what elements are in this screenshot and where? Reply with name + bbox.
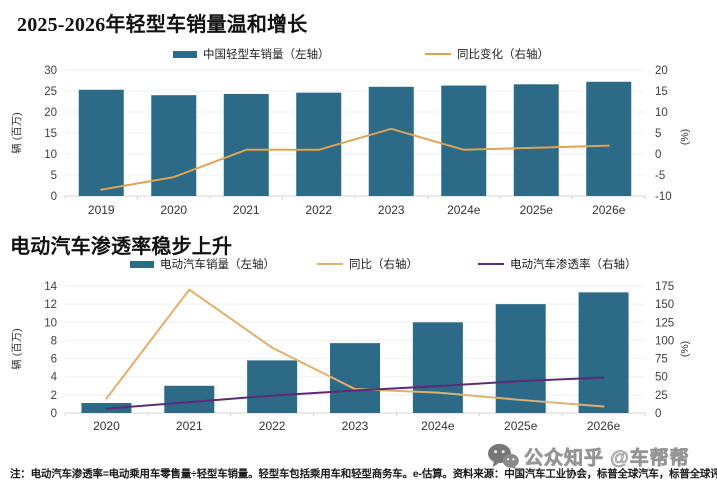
legend-label: 电动汽车渗透率（右轴） [510,259,637,271]
bar [578,292,629,413]
left-tick-label: 25 [44,86,57,98]
watermark-text: 公众知乎 @车帮帮 [524,448,690,470]
left-axis-label: 辆 (百万) [10,328,23,369]
trend-line [105,288,605,408]
right-tick-label: -5 [655,170,665,182]
right-tick-label: 20 [655,65,668,77]
left-tick-label: 4 [51,372,58,384]
legend-bar-swatch [130,260,154,268]
legend-item: 电动汽车销量（左轴） [130,256,275,272]
bar [223,93,269,196]
legend-item: 电动汽车渗透率（右轴） [478,256,637,272]
bar [441,85,487,196]
right-tick-label: 0 [655,149,661,161]
watermark: 公众知乎 @车帮帮 [487,443,690,470]
x-category-label: 2022 [305,203,332,217]
legend-item: 同比变化（右轴） [425,46,549,62]
x-category-label: 2021 [233,203,260,217]
left-tick-label: 12 [44,299,57,311]
chart2-canvas: 0 2 4 6 8 10 12 14 0 25 50 75 100 125 150 175 辆 (百万) (%) 2… [10,281,691,433]
x-category-label: 2026e [592,203,626,217]
chart1-canvas: 0 5 10 15 20 25 30 -10 -5 0 5 10 15 20 辆 (百万) (%) 2019 20… [10,65,691,217]
right-tick-label: 175 [655,281,674,293]
left-tick-label: 5 [51,170,57,182]
x-category-label: 2025e [520,203,554,217]
legend-line-swatch [478,262,504,266]
left-axis-label: 辆 (百万) [10,112,23,153]
left-tick-label: 10 [44,149,57,161]
right-tick-label: 50 [655,372,668,384]
right-tick-label: 10 [655,107,668,119]
legend-label: 同比变化（右轴） [457,49,549,61]
right-tick-label: 75 [655,354,668,366]
footnote: 注：电动汽车渗透率=电动乘用车零售量÷轻型车销量。轻型车包括乘用车和轻型商务车。… [10,468,717,480]
left-tick-label: 2 [51,390,57,402]
legend-bar-swatch [173,50,197,58]
right-tick-label: 100 [655,335,674,347]
left-tick-label: 15 [44,128,57,140]
left-tick-label: 20 [44,107,57,119]
legend-line-swatch [425,52,451,56]
left-tick-label: 0 [51,408,57,420]
legend-item: 中国轻型车销量（左轴） [173,46,330,62]
right-tick-label: -10 [655,191,672,203]
x-category-label: 2024e [447,203,481,217]
left-tick-label: 6 [51,354,57,366]
bar [368,86,414,196]
legend-label: 电动汽车销量（左轴） [160,259,275,271]
bar [495,304,546,413]
bar [164,385,215,413]
x-category-label: 2023 [378,203,405,217]
legend-item: 同比（右轴） [317,256,418,272]
x-category-label: 2025e [504,419,538,433]
x-category-label: 2022 [259,419,286,433]
left-tick-label: 10 [44,317,57,329]
x-category-label: 2026e [587,419,621,433]
legend-line-swatch [317,262,343,266]
right-tick-label: 150 [655,299,674,311]
left-tick-label: 8 [51,335,57,347]
right-tick-label: 15 [655,86,668,98]
right-tick-label: 125 [655,317,674,329]
trend-line [105,376,605,410]
right-tick-label: 0 [655,408,661,420]
right-tick-label: 5 [655,128,661,140]
x-category-label: 2019 [88,203,115,217]
right-axis-label: (%) [679,129,691,145]
right-tick-label: 25 [655,390,668,402]
legend-label: 同比（右轴） [349,259,418,271]
wechat-icon [488,443,519,470]
left-tick-label: 0 [51,191,57,203]
chart1-legend: 中国轻型车销量（左轴） 同比变化（右轴） [0,46,717,62]
left-tick-label: 14 [44,281,57,293]
legend-label: 中国轻型车销量（左轴） [203,49,330,61]
trend-line [100,127,610,191]
chart2-title: 电动汽车渗透率稳步上升 [10,236,233,258]
x-category-label: 2020 [160,203,187,217]
left-tick-label: 30 [44,65,57,77]
bar [412,322,463,413]
x-category-label: 2021 [176,419,203,433]
x-category-label: 2024e [421,419,455,433]
chart2-legend: 电动汽车销量（左轴） 同比（右轴） 电动汽车渗透率（右轴） [0,256,717,272]
chart1-title: 2025-2026年轻型车销量温和增长 [17,14,308,36]
x-category-label: 2020 [93,419,120,433]
bar [247,360,298,413]
bar [513,84,559,196]
x-category-label: 2023 [342,419,369,433]
bar [586,81,632,196]
right-axis-label: (%) [679,341,691,357]
bar [330,343,380,413]
bar [296,92,342,196]
bar [151,95,197,196]
bar [78,89,124,196]
